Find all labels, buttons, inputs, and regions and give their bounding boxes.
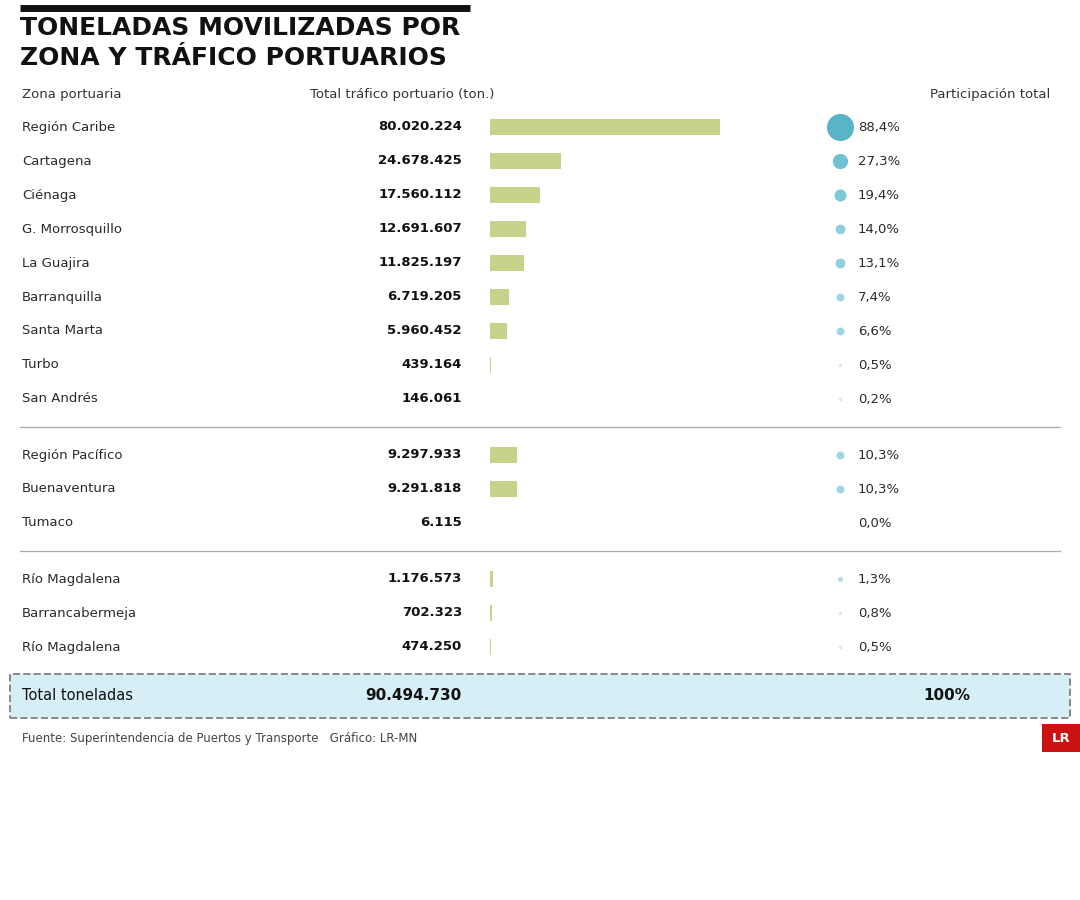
Bar — [490, 220, 526, 238]
Text: ZONA Y TRÁFICO PORTUARIOS: ZONA Y TRÁFICO PORTUARIOS — [21, 46, 447, 70]
Text: Barrancabermeja: Barrancabermeja — [22, 607, 137, 619]
Text: Río Magdalena: Río Magdalena — [22, 572, 121, 586]
Text: Cartagena: Cartagena — [22, 155, 92, 167]
Text: Fuente: Superintendencia de Puertos y Transporte   Gráfico: LR-MN: Fuente: Superintendencia de Puertos y Tr… — [22, 732, 417, 745]
Text: Buenaventura: Buenaventura — [22, 482, 117, 496]
Text: San Andrés: San Andrés — [22, 392, 98, 406]
Point — [832, 256, 849, 270]
Point — [832, 448, 849, 463]
Text: 11.825.197: 11.825.197 — [379, 256, 462, 269]
Text: 6,6%: 6,6% — [858, 325, 891, 338]
Text: 0,2%: 0,2% — [858, 392, 892, 406]
Text: Zona portuaria: Zona portuaria — [22, 88, 121, 101]
Text: 80.020.224: 80.020.224 — [378, 121, 462, 133]
Bar — [490, 153, 561, 169]
Text: Río Magdalena: Río Magdalena — [22, 641, 121, 653]
Point — [832, 640, 849, 654]
Text: 88,4%: 88,4% — [858, 121, 900, 133]
Text: TONELADAS MOVILIZADAS POR: TONELADAS MOVILIZADAS POR — [21, 16, 460, 40]
Bar — [1042, 724, 1080, 752]
Point — [832, 120, 849, 134]
Bar — [490, 255, 524, 271]
Text: G. Morrosquillo: G. Morrosquillo — [22, 222, 122, 236]
Text: 13,1%: 13,1% — [858, 256, 901, 269]
Text: 6.115: 6.115 — [420, 517, 462, 529]
Text: 7,4%: 7,4% — [858, 291, 892, 303]
Text: 90.494.730: 90.494.730 — [366, 688, 462, 704]
Bar — [490, 323, 508, 339]
Text: 1,3%: 1,3% — [858, 572, 892, 586]
Text: Tumaco: Tumaco — [22, 517, 73, 529]
Text: LR: LR — [1052, 732, 1070, 744]
Bar — [490, 481, 516, 497]
Text: Barranquilla: Barranquilla — [22, 291, 103, 303]
Text: 439.164: 439.164 — [402, 358, 462, 372]
Bar — [490, 187, 540, 203]
Point — [832, 392, 849, 406]
Text: 146.061: 146.061 — [402, 392, 462, 406]
Text: 0,5%: 0,5% — [858, 358, 892, 372]
Point — [832, 324, 849, 338]
Bar — [10, 674, 1070, 718]
Bar — [490, 356, 491, 374]
Text: 0,8%: 0,8% — [858, 607, 891, 619]
Text: 0,0%: 0,0% — [858, 517, 891, 529]
Bar — [490, 119, 720, 135]
Bar — [490, 639, 491, 655]
Text: 5.960.452: 5.960.452 — [388, 325, 462, 338]
Text: 27,3%: 27,3% — [858, 155, 901, 167]
Text: Total tráfico portuario (ton.): Total tráfico portuario (ton.) — [310, 88, 495, 101]
Text: Ciénaga: Ciénaga — [22, 188, 77, 202]
Text: 17.560.112: 17.560.112 — [378, 188, 462, 202]
Text: 12.691.607: 12.691.607 — [378, 222, 462, 236]
Text: Santa Marta: Santa Marta — [22, 325, 103, 338]
Text: 474.250: 474.250 — [402, 641, 462, 653]
Text: 702.323: 702.323 — [402, 607, 462, 619]
Point — [832, 188, 849, 202]
Text: La Guajira: La Guajira — [22, 256, 90, 269]
Point — [832, 482, 849, 496]
Bar — [490, 605, 492, 621]
Text: Turbo: Turbo — [22, 358, 58, 372]
Point — [832, 221, 849, 236]
Text: 19,4%: 19,4% — [858, 188, 900, 202]
Point — [832, 606, 849, 620]
Text: 9.297.933: 9.297.933 — [388, 448, 462, 462]
Text: 0,5%: 0,5% — [858, 641, 892, 653]
Text: Total toneladas: Total toneladas — [22, 688, 133, 704]
Text: 10,3%: 10,3% — [858, 448, 900, 462]
Text: 24.678.425: 24.678.425 — [378, 155, 462, 167]
Text: 9.291.818: 9.291.818 — [388, 482, 462, 496]
Text: 6.719.205: 6.719.205 — [388, 291, 462, 303]
Text: 100%: 100% — [923, 688, 970, 704]
Text: 10,3%: 10,3% — [858, 482, 900, 496]
Text: 14,0%: 14,0% — [858, 222, 900, 236]
Text: Participación total: Participación total — [930, 88, 1050, 101]
Text: Región Caribe: Región Caribe — [22, 121, 116, 133]
Point — [832, 572, 849, 586]
Text: Región Pacífico: Región Pacífico — [22, 448, 122, 462]
Point — [832, 358, 849, 373]
Bar — [490, 289, 510, 305]
Point — [832, 290, 849, 304]
Point — [832, 154, 849, 168]
Bar — [490, 571, 494, 587]
Text: 1.176.573: 1.176.573 — [388, 572, 462, 586]
Bar — [490, 446, 516, 464]
